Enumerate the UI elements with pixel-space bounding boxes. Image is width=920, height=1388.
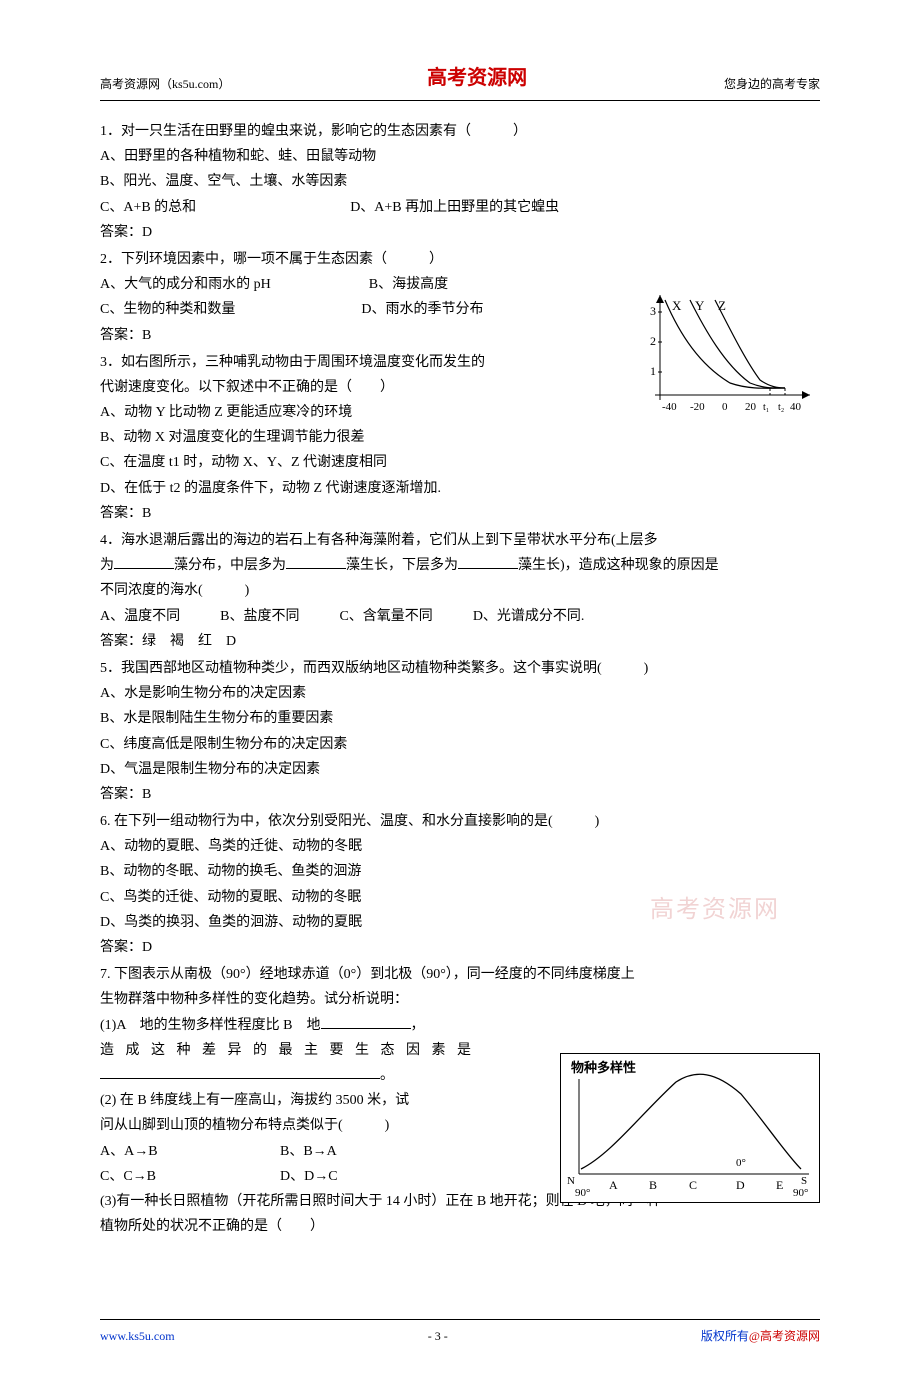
q7-stem1: 7. 下图表示从南极（90°）经地球赤道（0°）到北极（90°），同一经度的不同… [100, 962, 820, 987]
svg-text:0: 0 [722, 401, 728, 413]
metabolism-chart: 3 2 1 X Y Z -40 -20 0 20 t₁ t₂ 4 [650, 285, 820, 425]
q7-p1c: 造 成 这 种 差 异 的 最 主 要 生 态 因 素 是 [100, 1038, 530, 1063]
q4-a: A、温度不同 [100, 604, 180, 629]
blank [321, 1015, 411, 1029]
y1: 1 [650, 364, 656, 378]
svg-text:A: A [609, 1178, 618, 1192]
q5-b: B、水是限制陆生生物分布的重要因素 [100, 706, 820, 731]
watermark: 高考资源网 [650, 889, 780, 932]
q5-c: C、纬度高低是限制生物分布的决定因素 [100, 732, 820, 757]
q7-ob: B、B→A [280, 1139, 337, 1164]
footer-url: www.ks5u.com [100, 1326, 175, 1348]
y3: 3 [650, 304, 656, 318]
svg-text:20: 20 [745, 401, 757, 413]
q7-p2b: 问从山脚到山顶的植物分布特点类似于( ) [100, 1113, 530, 1138]
q1-c: C、A+B 的总和 [100, 200, 196, 215]
q4-c: C、含氧量不同 [339, 604, 432, 629]
q5-ans: 答案：B [100, 782, 820, 807]
q7-oa: A、A→B [100, 1139, 240, 1164]
q3-d: D、在低于 t2 的温度条件下，动物 Z 代谢速度逐渐增加. [100, 476, 820, 501]
q7-p2a: (2) 在 B 纬度线上有一座高山，海拔约 3500 米，试 [100, 1088, 530, 1113]
q7-stem2: 生物群落中物种多样性的变化趋势。试分析说明： [100, 987, 820, 1012]
q2-stem: 2．下列环境因素中，哪一项不属于生态因素（ ） [100, 247, 820, 272]
svg-text:-20: -20 [690, 401, 705, 413]
q1-d: D、A+B 再加上田野里的其它蝗虫 [350, 200, 559, 215]
q1-stem: 1．对一只生活在田野里的蝗虫来说，影响它的生态因素有（ ） [100, 119, 820, 144]
svg-text:C: C [689, 1178, 697, 1192]
chart2-title: 物种多样性 [571, 1060, 636, 1075]
label-z: Z [718, 298, 726, 313]
q4-stem3: 不同浓度的海水( ) [100, 578, 820, 603]
q7-p3b: 植物所处的状况不正确的是（ ） [100, 1214, 820, 1239]
q4-b: B、盐度不同 [220, 604, 299, 629]
svg-text:90°: 90° [575, 1187, 590, 1199]
q3-b: B、动物 X 对温度变化的生理调节能力很差 [100, 425, 820, 450]
q4-d: D、光谱成分不同. [473, 604, 585, 629]
q5-d: D、气温是限制生物分布的决定因素 [100, 757, 820, 782]
q3-c: C、在温度 t1 时，动物 X、Y、Z 代谢速度相同 [100, 450, 820, 475]
q6-ans: 答案：D [100, 935, 820, 960]
q6-a: A、动物的夏眠、鸟类的迁徙、动物的冬眠 [100, 834, 820, 859]
svg-text:B: B [649, 1178, 657, 1192]
svg-text:t₁: t₁ [763, 402, 769, 413]
svg-text:S: S [801, 1175, 807, 1187]
page-footer: www.ks5u.com - 3 - 版权所有@高考资源网 [100, 1319, 820, 1348]
header-left: 高考资源网（ks5u.com） [100, 74, 230, 96]
svg-text:N: N [567, 1175, 575, 1187]
q1-b: B、阳光、温度、空气、土壤、水等因素 [100, 169, 820, 194]
q1-ans: 答案：D [100, 220, 820, 245]
q5-a: A、水是影响生物分布的决定因素 [100, 681, 820, 706]
question-4: 4．海水退潮后露出的海边的岩石上有各种海藻附着，它们从上到下呈带状水平分布(上层… [100, 528, 820, 654]
diversity-curve [581, 1075, 801, 1170]
svg-text:-40: -40 [662, 401, 677, 413]
y2: 2 [650, 334, 656, 348]
question-1: 1．对一只生活在田野里的蝗虫来说，影响它的生态因素有（ ） A、田野里的各种植物… [100, 119, 820, 245]
q7-oc: C、C→B [100, 1164, 240, 1189]
label-y: Y [695, 298, 705, 313]
footer-copyright: 版权所有@高考资源网 [701, 1326, 820, 1348]
content-body: 3 2 1 X Y Z -40 -20 0 20 t₁ t₂ 4 [100, 119, 820, 1239]
q6-stem: 6. 在下列一组动物行为中，依次分别受阳光、温度、和水分直接影响的是( ) [100, 809, 820, 834]
blank [100, 1065, 380, 1079]
label-x: X [672, 298, 682, 313]
blank [458, 555, 518, 569]
q2-a: A、大气的成分和雨水的 pH [100, 277, 271, 292]
q6-b: B、动物的冬眠、动物的换毛、鱼类的洄游 [100, 859, 820, 884]
curve-z [715, 300, 785, 388]
q2-d: D、雨水的季节分布 [361, 302, 483, 317]
q2-b: B、海拔高度 [369, 277, 448, 292]
q3-ans: 答案：B [100, 501, 820, 526]
q5-stem: 5．我国西部地区动植物种类少，而西双版纳地区动植物种类繁多。这个事实说明( ) [100, 656, 820, 681]
page-number: - 3 - [428, 1326, 448, 1348]
svg-text:E: E [776, 1178, 783, 1192]
q7-od: D、D→C [280, 1164, 338, 1189]
blank [114, 555, 174, 569]
blank [286, 555, 346, 569]
curve-x [665, 300, 785, 388]
q1-a: A、田野里的各种植物和蛇、蛙、田鼠等动物 [100, 144, 820, 169]
svg-text:0°: 0° [736, 1157, 746, 1169]
diversity-chart: 物种多样性 N 90° A B C 0° D E S 90° [560, 1053, 820, 1203]
svg-text:D: D [736, 1178, 745, 1192]
question-6: 6. 在下列一组动物行为中，依次分别受阳光、温度、和水分直接影响的是( ) A、… [100, 809, 820, 960]
header-center-logo: 高考资源网 [427, 60, 527, 96]
q2-c: C、生物的种类和数量 [100, 302, 235, 317]
q4-ans: 答案：绿 褐 红 D [100, 629, 820, 654]
svg-text:40: 40 [790, 401, 802, 413]
question-5: 5．我国西部地区动植物种类少，而西双版纳地区动植物种类繁多。这个事实说明( ) … [100, 656, 820, 807]
header-right: 您身边的高考专家 [724, 74, 820, 96]
page-header: 高考资源网（ks5u.com） 高考资源网 您身边的高考专家 [100, 60, 820, 101]
q4-stem1: 4．海水退潮后露出的海边的岩石上有各种海藻附着，它们从上到下呈带状水平分布(上层… [100, 528, 820, 553]
svg-text:90°: 90° [793, 1187, 808, 1199]
svg-text:t₂: t₂ [778, 402, 784, 413]
